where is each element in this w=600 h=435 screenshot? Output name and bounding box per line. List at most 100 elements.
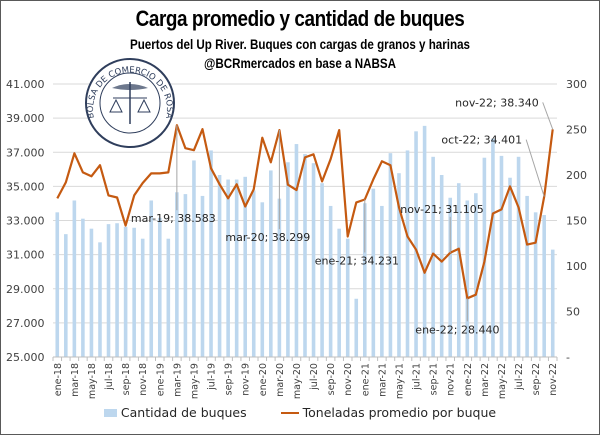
right-axis-tick-label: 100 [566, 260, 587, 273]
bar [115, 223, 119, 357]
x-tick-label: nov-22 [548, 363, 559, 396]
x-tick-label: sep-21 [429, 363, 440, 395]
right-axis-tick-label: 50 [566, 306, 580, 319]
x-tick-label: ene-22 [463, 363, 474, 396]
legend-label-ships: Cantidad de buques [120, 405, 247, 420]
bar [311, 163, 316, 357]
bar [183, 194, 188, 357]
bar [260, 202, 265, 357]
bar [89, 228, 94, 357]
data-label: ene-22; 28.440 [415, 323, 499, 336]
bar [140, 238, 145, 357]
x-tick-label: nov-18 [138, 363, 149, 396]
data-label-leader [525, 139, 545, 197]
chart-source: @BCRmercados en base a NABSA [204, 56, 396, 71]
bar [209, 150, 213, 357]
left-axis-tick-label: 39.000 [6, 112, 45, 125]
bar [345, 238, 350, 357]
x-tick-label: mar-20 [275, 363, 286, 397]
x-tick-label: sep-18 [121, 363, 132, 395]
bar [456, 183, 461, 357]
bar [166, 238, 171, 357]
right-axis-tick-label: 250 [566, 124, 587, 137]
bar [542, 215, 546, 357]
bar [234, 179, 239, 357]
x-tick-label: mar-22 [480, 363, 491, 397]
legend-label-tonnage: Toneladas promedio por buque [302, 405, 497, 420]
legend: Cantidad de buques Toneladas promedio po… [0, 405, 600, 420]
bar-series [55, 125, 555, 357]
left-axis-tick-label: 27.000 [6, 317, 45, 330]
bar [106, 224, 111, 357]
tonnage-line [56, 124, 554, 300]
x-tick-label: may-19 [189, 363, 200, 399]
bar [491, 138, 495, 357]
chart-title: Carga promedio y cantidad de buques [135, 6, 465, 31]
bar [508, 177, 512, 357]
bar [448, 197, 453, 357]
bar [55, 212, 60, 357]
legend-line-swatch [280, 411, 299, 414]
bar [64, 234, 68, 357]
x-tick-label: may-18 [87, 363, 98, 399]
bar [269, 170, 273, 357]
x-tick-label: jul-21 [412, 363, 423, 391]
bar [192, 160, 196, 357]
bar [465, 200, 470, 357]
bar [525, 195, 529, 357]
left-axis-tick-label: 37.000 [6, 146, 45, 159]
bar [303, 154, 307, 357]
data-label: mar-19; 38.583 [131, 212, 216, 225]
logo-wings-icon [112, 84, 148, 90]
bar [550, 249, 555, 357]
logo-inner-ring [99, 72, 161, 134]
x-tick-label: may-20 [292, 363, 303, 399]
x-tick-label: jul-20 [309, 363, 320, 391]
x-tick-label: jul-19 [207, 363, 218, 391]
right-axis-tick-label: 300 [566, 78, 587, 91]
x-tick-label: nov-21 [446, 363, 457, 396]
legend-item-tonnage[interactable]: Toneladas promedio por buque [280, 405, 497, 420]
bar [200, 195, 205, 357]
legend-item-ships[interactable]: Cantidad de buques [103, 405, 247, 420]
bar [337, 228, 341, 357]
bar [277, 198, 282, 357]
bar [149, 200, 154, 357]
bar [251, 190, 256, 357]
x-tick-label: ene-19 [155, 363, 166, 396]
left-axis-tick-label: 35.000 [6, 180, 45, 193]
bar [217, 175, 222, 357]
data-label: nov-22; 38.340 [455, 96, 539, 109]
x-tick-label: nov-19 [241, 363, 252, 396]
bar [175, 192, 179, 357]
right-axis-tick-label: 150 [566, 215, 587, 228]
chart-subtitle: Puertos del Up River. Buques con cargas … [129, 37, 471, 52]
logo-scale-right-icon [137, 98, 151, 113]
x-tick-label: may-22 [497, 363, 508, 399]
right-axis-tick-label: 200 [566, 169, 587, 182]
legend-bar-swatch [103, 408, 117, 417]
x-tick-label: mar-18 [70, 363, 81, 397]
left-axis-tick-label: 33.000 [6, 215, 45, 228]
line-series [56, 124, 554, 300]
data-label: ene-21; 34.231 [315, 254, 399, 267]
x-tick-label: sep-20 [326, 363, 337, 395]
bar [431, 156, 435, 357]
x-tick-label: sep-22 [531, 363, 542, 395]
bar [320, 183, 324, 357]
left-axis-tick-label: 31.000 [6, 249, 45, 262]
bar [72, 200, 77, 357]
right-axis-tick-label: - [566, 351, 570, 364]
x-tick-label: mar-19 [172, 363, 183, 397]
bar [380, 205, 384, 357]
bar [533, 212, 538, 357]
bar [499, 155, 504, 357]
bar [123, 226, 128, 357]
left-axis-tick-label: 41.000 [6, 78, 45, 91]
bar [439, 175, 444, 357]
data-label: nov-21; 31.105 [400, 203, 484, 216]
bar [388, 153, 393, 357]
x-tick-label: ene-20 [258, 363, 269, 396]
data-label: oct-22; 34.401 [441, 134, 522, 147]
x-tick-label: jul-22 [514, 363, 525, 391]
